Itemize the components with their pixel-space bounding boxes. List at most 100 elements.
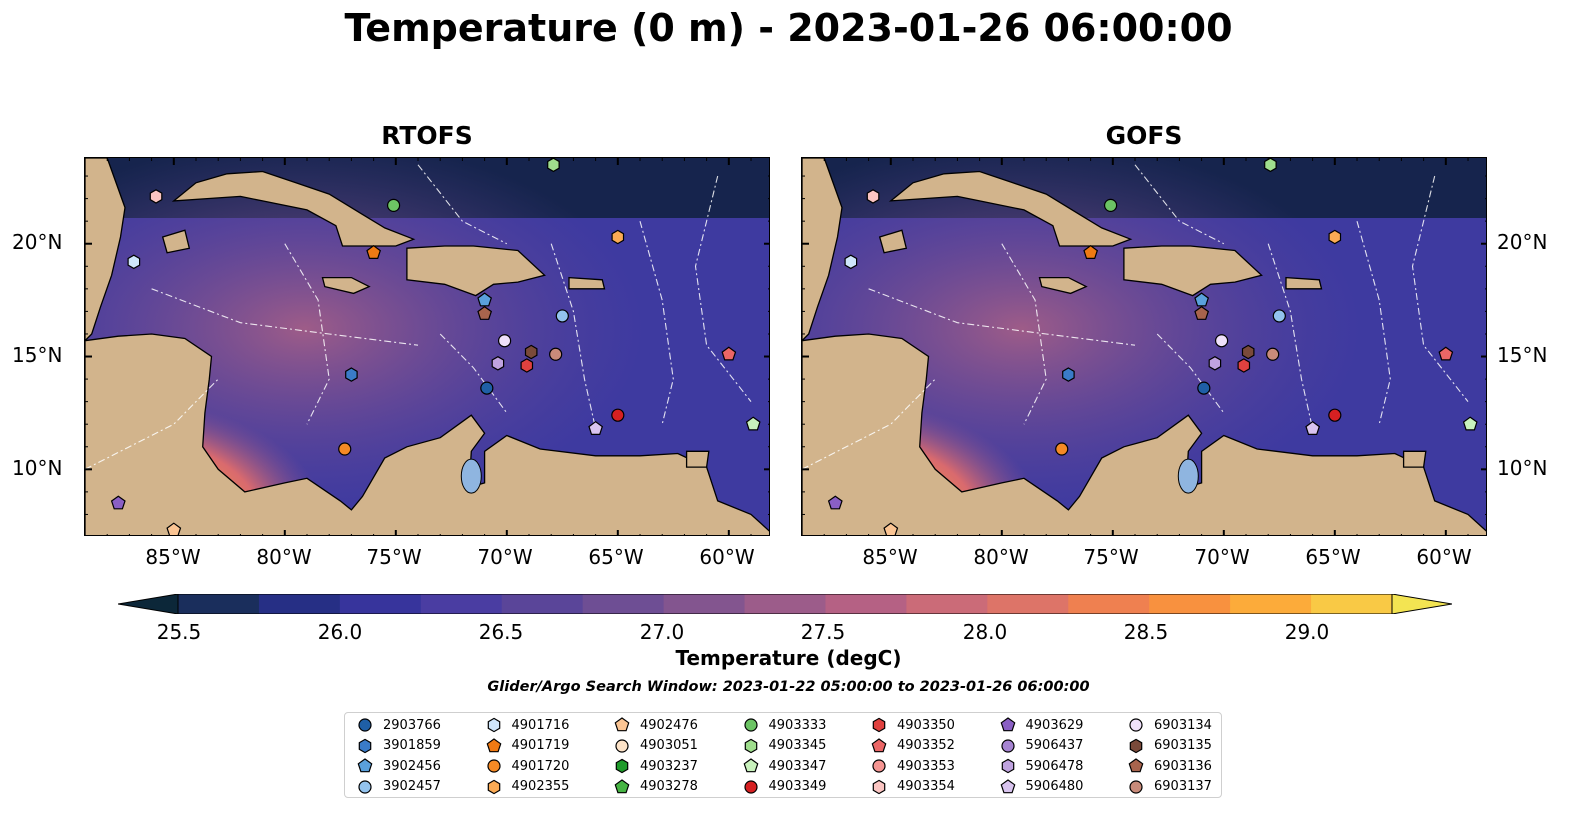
colorbar-segment [1230, 594, 1312, 614]
lon-tick-label: 75°W [366, 545, 422, 569]
float-marker-4903333[interactable] [386, 198, 401, 212]
float-marker-4903350[interactable] [1237, 358, 1251, 373]
legend-item-4903278: 4903278 [614, 778, 698, 796]
legend-label: 5906437 [1025, 738, 1084, 753]
float-marker-3902457[interactable] [1272, 309, 1286, 323]
float-marker-5906480[interactable] [588, 420, 604, 435]
legend-label: 4902476 [640, 717, 698, 733]
float-marker-4903347[interactable] [745, 416, 761, 431]
float-marker-3902456[interactable] [477, 292, 493, 307]
float-marker-6903136[interactable] [477, 305, 493, 320]
eez-boundary [1411, 175, 1469, 402]
legend-hexagon-icon [358, 738, 372, 753]
float-marker-4902355[interactable] [1328, 229, 1342, 245]
legend-label: 4903352 [897, 738, 955, 753]
float-marker-6903137[interactable] [549, 347, 563, 361]
float-marker-6903135[interactable] [524, 344, 538, 360]
legend-item-4903237: 4903237 [614, 757, 698, 775]
float-marker-3902457[interactable] [555, 309, 569, 323]
map-canvas-gofs[interactable] [802, 158, 1487, 536]
float-marker-3901859[interactable] [345, 367, 358, 382]
legend-label: 3902457 [383, 779, 441, 794]
float-marker-4903352[interactable] [1438, 346, 1454, 361]
legend-circle-icon [1129, 779, 1143, 794]
legend-circle-icon [743, 718, 758, 732]
eez-boundary [151, 288, 419, 346]
lat-tick-label: 20°N [1497, 230, 1548, 254]
legend-item-4903352: 4903352 [871, 737, 955, 755]
legend-item-4902476: 4902476 [614, 716, 698, 734]
float-marker-4903347[interactable] [1462, 416, 1478, 431]
float-marker-4903345[interactable] [547, 158, 560, 173]
float-marker-6903135[interactable] [1241, 344, 1255, 360]
float-marker-6903134[interactable] [1214, 334, 1229, 348]
float-marker-4903349[interactable] [611, 408, 625, 422]
float-marker-4901720[interactable] [338, 442, 352, 456]
float-marker-4902476[interactable] [166, 522, 182, 536]
float-marker-6903136[interactable] [1194, 305, 1210, 320]
float-marker-2903766[interactable] [480, 381, 494, 395]
float-marker-6903134[interactable] [497, 334, 512, 348]
float-marker-4901716[interactable] [127, 254, 141, 270]
eez-boundary [439, 333, 508, 414]
legend-item-6903134: 6903134 [1128, 716, 1212, 734]
legend-label: 4903347 [768, 758, 827, 774]
float-marker-4902355[interactable] [611, 229, 625, 245]
float-marker-4903345[interactable] [1264, 158, 1277, 173]
colorbar-segment [906, 594, 988, 614]
legend-circle-icon [743, 779, 758, 794]
search-window-caption: Glider/Argo Search Window: 2023-01-22 05… [487, 679, 1090, 695]
float-marker-4901719[interactable] [1083, 244, 1099, 260]
float-marker-4902476[interactable] [883, 522, 899, 536]
float-marker-5906480[interactable] [1305, 420, 1321, 435]
eez-boundary [1267, 243, 1314, 429]
legend-hexagon-icon [872, 779, 886, 794]
legend-hexagon-icon [1129, 738, 1143, 753]
float-marker-2903766[interactable] [1197, 381, 1211, 395]
float-marker-5906478[interactable] [1208, 356, 1222, 371]
lake-maracaibo [1177, 458, 1199, 494]
colorbar-segment [501, 594, 584, 614]
legend-label: 4903629 [1025, 717, 1084, 733]
float-marker-4901719[interactable] [366, 244, 382, 260]
legend-item-4903051: 4903051 [614, 737, 698, 755]
eez-boundary [550, 243, 597, 429]
float-marker-4901716[interactable] [844, 254, 858, 270]
float-marker-5906478[interactable] [491, 356, 505, 371]
colorbar-segment [825, 594, 907, 614]
float-marker-3902456[interactable] [1194, 292, 1210, 307]
legend-circle-icon [1000, 738, 1015, 753]
legend-item-4902355: 4902355 [486, 778, 569, 796]
float-marker-4903629[interactable] [110, 495, 126, 510]
map-panel-rtofs[interactable] [84, 157, 770, 536]
legend-label: 5906478 [1025, 758, 1084, 774]
colorbar-segment [987, 594, 1069, 614]
map-panel-gofs[interactable] [801, 157, 1487, 536]
colorbar-segment [339, 594, 422, 614]
legend-hexagon-icon [487, 717, 500, 733]
float-marker-4901720[interactable] [1055, 442, 1069, 456]
colorbar-label: Temperature (degC) [675, 646, 902, 670]
land-mass [802, 333, 1486, 535]
legend-item-4903345: 4903345 [743, 737, 826, 755]
eez-boundary [1001, 243, 1047, 425]
colorbar-segment [663, 594, 746, 614]
float-marker-4903629[interactable] [827, 495, 843, 510]
float-marker-4903354[interactable] [866, 189, 880, 204]
land-mass [888, 170, 1133, 247]
legend-label: 4903353 [897, 758, 955, 774]
lat-tick-label: 15°N [1497, 343, 1548, 367]
float-marker-4903333[interactable] [1103, 198, 1118, 212]
legend-hexagon-icon [744, 738, 757, 753]
legend-item-4903350: 4903350 [871, 716, 955, 734]
map-canvas-rtofs[interactable] [85, 158, 770, 536]
legend-label: 4903237 [640, 758, 698, 774]
float-marker-4903350[interactable] [520, 358, 534, 373]
float-marker-6903137[interactable] [1266, 347, 1280, 361]
float-marker-4903352[interactable] [721, 346, 737, 361]
legend-pentagon-icon [614, 717, 630, 732]
colorbar-tick-label: 28.0 [962, 620, 1008, 644]
float-marker-3901859[interactable] [1062, 367, 1075, 382]
float-marker-4903354[interactable] [149, 189, 163, 204]
float-marker-4903349[interactable] [1328, 408, 1342, 422]
